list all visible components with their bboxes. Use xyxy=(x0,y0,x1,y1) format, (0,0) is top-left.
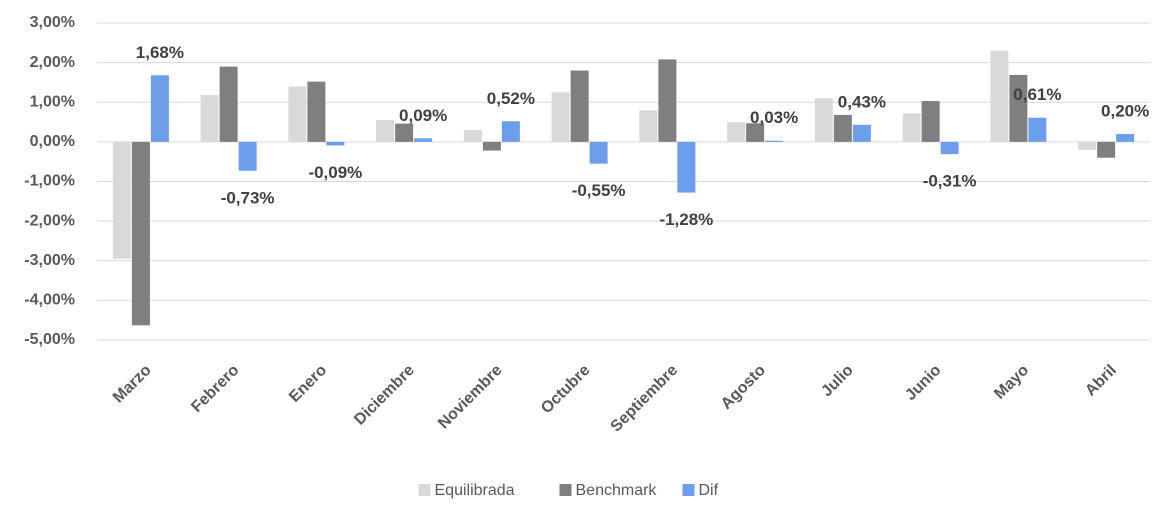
bar xyxy=(463,129,482,142)
bar xyxy=(746,123,765,142)
legend-label: Equilibrada xyxy=(435,482,515,499)
data-label: -0,09% xyxy=(308,163,362,182)
bar xyxy=(326,141,345,146)
bar xyxy=(501,121,520,142)
y-tick-label: -1,00% xyxy=(24,173,75,190)
bar xyxy=(990,50,1009,142)
data-label: 1,68% xyxy=(136,43,184,62)
y-tick-label: -2,00% xyxy=(24,212,75,229)
bar xyxy=(658,59,677,142)
bar xyxy=(150,75,169,142)
bar xyxy=(200,95,219,142)
bar xyxy=(639,110,658,142)
x-tick-label: Septiembre xyxy=(608,362,682,436)
bar xyxy=(288,86,307,142)
legend-swatch xyxy=(559,484,572,496)
bar xyxy=(940,141,959,155)
x-tick-label: Noviembre xyxy=(435,362,506,433)
x-tick-label: Marzo xyxy=(110,362,155,407)
bar xyxy=(219,66,238,142)
y-tick-label: 1,00% xyxy=(30,93,75,110)
data-label: 0,20% xyxy=(1101,101,1149,120)
legend-label: Dif xyxy=(699,482,719,499)
data-label: 0,09% xyxy=(399,106,447,125)
bar xyxy=(112,141,131,259)
bar xyxy=(570,70,589,142)
x-tick-label: Abril xyxy=(1082,362,1120,400)
y-tick-label: 3,00% xyxy=(30,14,75,31)
data-label: -0,55% xyxy=(572,181,626,200)
data-label: -0,73% xyxy=(221,188,275,207)
y-tick-label: -4,00% xyxy=(24,292,75,309)
legend-swatch xyxy=(682,484,695,496)
bar xyxy=(833,114,852,142)
bar xyxy=(414,138,433,142)
bar xyxy=(395,123,414,142)
x-tick-label: Diciembre xyxy=(351,362,418,429)
bar xyxy=(131,141,150,326)
x-tick-label: Febrero xyxy=(188,362,242,416)
data-label: 0,61% xyxy=(1013,85,1061,104)
bar xyxy=(1009,74,1028,142)
bar xyxy=(1116,133,1135,142)
data-label: -1,28% xyxy=(659,210,713,229)
bar xyxy=(765,140,784,142)
x-tick-label: Junio xyxy=(902,362,944,404)
bar xyxy=(238,141,257,171)
bar xyxy=(921,101,940,142)
bar xyxy=(1028,117,1047,142)
bar xyxy=(307,81,326,142)
bar xyxy=(376,120,395,142)
bar xyxy=(852,124,871,142)
x-tick-label: Mayo xyxy=(991,362,1032,403)
y-tick-label: 0,00% xyxy=(30,133,75,150)
bar xyxy=(1097,141,1116,158)
data-label: 0,43% xyxy=(838,92,886,111)
bar xyxy=(589,141,608,164)
x-tick-label: Agosto xyxy=(718,362,769,413)
legend-swatch xyxy=(418,484,431,496)
bar xyxy=(902,113,921,142)
legend-label: Benchmark xyxy=(576,482,658,499)
y-tick-label: 2,00% xyxy=(30,54,75,71)
bar xyxy=(551,92,570,142)
data-label: 0,52% xyxy=(487,89,535,108)
bar xyxy=(1078,141,1097,150)
x-tick-label: Julio xyxy=(818,362,857,401)
bar xyxy=(677,141,696,193)
y-tick-label: -3,00% xyxy=(24,252,75,269)
bar xyxy=(814,98,833,142)
bar xyxy=(727,122,746,142)
y-tick-label: -5,00% xyxy=(24,331,75,348)
data-label: -0,31% xyxy=(923,172,977,191)
x-tick-label: Enero xyxy=(286,362,330,406)
bar xyxy=(482,141,501,151)
data-label: 0,03% xyxy=(750,108,798,127)
x-tick-label: Octubre xyxy=(538,362,593,417)
